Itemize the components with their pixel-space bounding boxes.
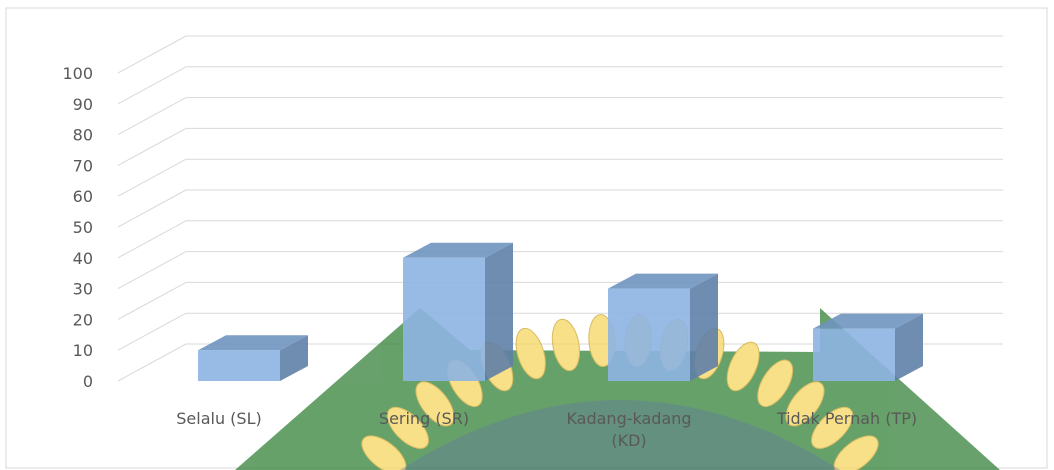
gridline-diagonal: [117, 281, 187, 320]
y-tick-label: 20: [73, 310, 93, 329]
gridline-diagonal: [117, 312, 187, 351]
emblem-petal: [551, 318, 581, 372]
bar-front: [813, 328, 895, 381]
gridline-diagonal: [117, 343, 187, 382]
y-tick-label: 80: [73, 126, 93, 145]
bar-side: [690, 273, 718, 381]
emblem-petal: [515, 327, 546, 380]
gridline-diagonal: [117, 158, 187, 197]
x-tick-label-line: Kadang-kadang: [566, 409, 691, 428]
bar-front: [198, 350, 280, 381]
y-axis-ticks: 0 10 20 30 40 50 60 70 80 90 100: [62, 64, 93, 391]
gridline-diagonal: [117, 251, 187, 290]
y-tick-label: 40: [73, 249, 93, 268]
bar-side: [895, 313, 923, 381]
bar: [403, 242, 513, 381]
gridline-diagonal: [117, 189, 187, 228]
bar-side: [280, 335, 308, 381]
gridlines: [117, 35, 1003, 382]
y-tick-label: 0: [83, 372, 93, 391]
emblem-petal: [415, 381, 455, 427]
gridline-diagonal: [117, 66, 187, 105]
gridline-diagonal: [117, 220, 187, 259]
x-tick-label-line: (KD): [611, 431, 646, 450]
bar-front: [608, 288, 690, 381]
bar: [198, 335, 308, 381]
bar-top: [403, 242, 513, 258]
y-tick-label: 60: [73, 187, 93, 206]
gridline-diagonal: [117, 97, 187, 136]
y-tick-label: 90: [73, 95, 93, 114]
gridline-diagonal: [117, 127, 187, 166]
emblem-petal: [386, 406, 429, 449]
x-tick-label: Selalu (SL): [176, 409, 261, 428]
x-tick-label-line: Selalu (SL): [176, 409, 261, 428]
bar-top: [813, 313, 923, 329]
y-tick-label: 50: [73, 218, 93, 237]
bar-top: [198, 335, 308, 351]
y-tick-label: 10: [73, 341, 93, 360]
gridline-diagonal: [117, 35, 187, 74]
x-tick-label: Kadang-kadang (KD): [566, 409, 691, 450]
bar-top: [608, 273, 718, 289]
x-tick-label-line: Tidak Pernah (TP): [776, 409, 917, 428]
y-tick-label: 70: [73, 156, 93, 175]
emblem-arc: [400, 400, 840, 470]
y-tick-label: 30: [73, 280, 93, 299]
emblem-petal: [726, 341, 760, 392]
emblem-petal: [757, 359, 794, 408]
y-tick-label: 100: [62, 64, 93, 83]
bars: [198, 242, 923, 381]
x-tick-label: Sering (SR): [379, 409, 469, 428]
emblem-petal: [811, 406, 854, 449]
bar: [813, 313, 923, 381]
emblem-petal: [361, 435, 407, 470]
x-tick-label-line: Sering (SR): [379, 409, 469, 428]
x-axis-categories: Selalu (SL) Sering (SR) Kadang-kadang (KD) T…: [176, 409, 917, 450]
x-tick-label: Tidak Pernah (TP): [776, 409, 917, 428]
emblem-petal: [833, 435, 879, 470]
bar-side: [485, 242, 513, 381]
bar: [608, 273, 718, 381]
bar-front: [403, 257, 485, 381]
emblem-petal: [785, 381, 825, 427]
